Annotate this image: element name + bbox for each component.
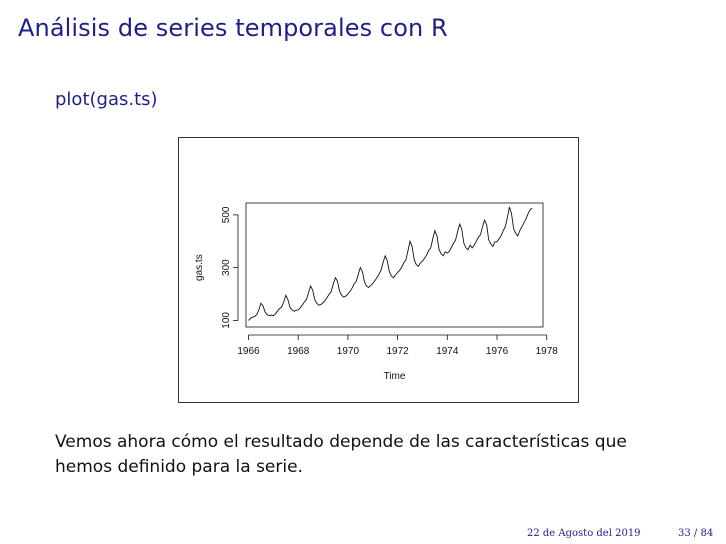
x-tick-label: 1966 xyxy=(237,346,260,357)
footer-page-number: 33 / 84 xyxy=(678,528,714,539)
y-tick-label: 500 xyxy=(221,206,232,223)
x-tick-label: 1968 xyxy=(287,346,310,357)
time-series-plot: 1966 1968 1970 1972 1974 1976 1978 100 300 500 Tim… xyxy=(194,202,559,382)
x-tick-label: 1972 xyxy=(386,346,409,357)
series-line xyxy=(248,206,533,321)
code-line: plot(gas.ts) xyxy=(55,89,158,110)
x-tick-label: 1970 xyxy=(337,346,360,357)
x-tick-label: 1976 xyxy=(486,346,509,357)
footer-date: 22 de Agosto del 2019 xyxy=(527,528,641,539)
figure-frame: 1966 1968 1970 1972 1974 1976 1978 100 300 500 Tim… xyxy=(178,137,579,403)
x-tick-label: 1978 xyxy=(536,346,559,357)
y-tick-label: 300 xyxy=(221,259,232,276)
slide-title: Análisis de series temporales con R xyxy=(18,14,448,42)
body-paragraph: Vemos ahora cómo el resultado depende de… xyxy=(55,432,627,477)
plot-box xyxy=(245,202,544,328)
y-tick-label: 100 xyxy=(221,312,232,329)
x-tick-label: 1974 xyxy=(436,346,459,357)
y-axis-label: gas.ts xyxy=(194,254,205,281)
x-axis-label: Time xyxy=(384,371,406,382)
